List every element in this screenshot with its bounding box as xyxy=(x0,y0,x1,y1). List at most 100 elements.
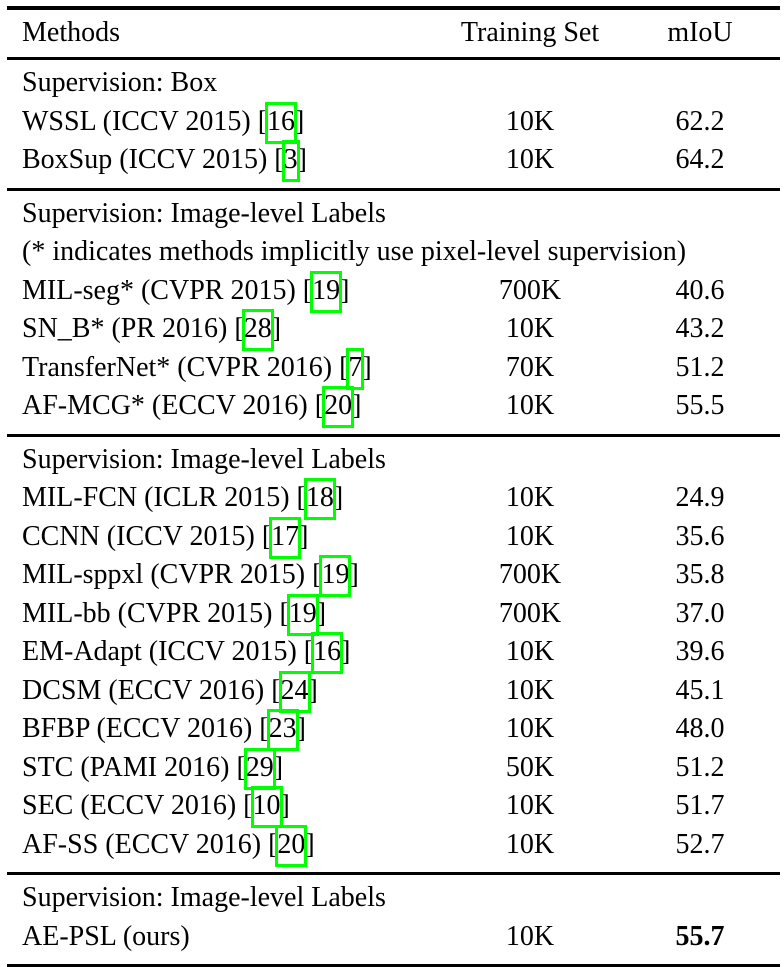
citation-bracket-open: [ xyxy=(302,274,313,306)
method-label: AF-MCG* (ECCV 2016) xyxy=(22,390,308,421)
method-row: STC (PAMI 2016) [29] 50K 51.2 xyxy=(7,749,780,788)
method-row: MIL-bb (CVPR 2015) [19] 700K 37.0 xyxy=(7,595,780,634)
method-row: MIL-FCN (ICLR 2015) [18] 10K 24.9 xyxy=(7,479,780,518)
method-label: WSSL (ICCV 2015) xyxy=(22,105,251,137)
training-set-cell: 10K xyxy=(505,390,555,421)
table-section: Supervision: Box WSSL (ICCV 2015) [16] 10K… xyxy=(7,60,780,188)
miou-cell: 48.0 xyxy=(675,713,725,744)
citation-bracket-close: ] xyxy=(316,597,327,629)
method-label: AE-PSL (ours) xyxy=(22,920,190,952)
miou-cell: 35.6 xyxy=(675,520,725,552)
section-note-row: (* indicates methods implicitly use pixe… xyxy=(22,236,687,267)
citation-link-box[interactable]: 3 xyxy=(283,144,298,175)
method-cell: DCSM (ECCV 2016) [24] xyxy=(7,672,430,711)
citation-bracket-open: [ xyxy=(234,313,244,344)
citation-bracket-open: [ xyxy=(259,713,269,744)
training-set-cell: 10K xyxy=(505,636,555,667)
method-label: EM-Adapt (ICCV 2015) xyxy=(22,636,297,667)
method-cell: MIL-sppxl (CVPR 2015) [19] xyxy=(7,556,430,595)
citation-bracket-open: [ xyxy=(339,351,349,383)
method-label: MIL-sppxl (CVPR 2015) xyxy=(22,559,306,590)
training-set-cell: 10K xyxy=(505,674,555,706)
citation-bracket-close: ] xyxy=(341,636,351,667)
miou-cell: 64.2 xyxy=(675,144,725,175)
header-divider-rule xyxy=(7,57,780,60)
training-set-cell: 10K xyxy=(505,313,555,344)
citation-bracket-open: [ xyxy=(236,751,246,783)
citation-link-box[interactable]: 19 xyxy=(321,559,350,590)
citation-bracket-open: [ xyxy=(271,674,281,706)
section-header-row: Supervision: Image-level Labels xyxy=(22,882,386,913)
column-header-training-set: Training Set xyxy=(460,17,600,49)
method-cell: SEC (ECCV 2016) [10] xyxy=(7,787,430,826)
method-label: TransferNet* (CVPR 2016) xyxy=(22,351,333,383)
citation-bracket-open: [ xyxy=(312,559,322,590)
citation-link-box[interactable]: 10 xyxy=(252,790,281,821)
training-set-cell: 10K xyxy=(505,144,555,175)
citation-link-box[interactable]: 7 xyxy=(348,351,363,383)
training-set-cell: 10K xyxy=(505,828,555,860)
method-row: EM-Adapt (ICCV 2015) [16] 10K 39.6 xyxy=(7,633,780,672)
citation-link-box[interactable]: 19 xyxy=(312,274,341,306)
miou-cell: 35.8 xyxy=(675,559,725,590)
citation-bracket-open: [ xyxy=(261,520,272,552)
method-row: TransferNet* (CVPR 2016) [7] 70K 51.2 xyxy=(7,349,780,388)
miou-cell: 45.1 xyxy=(675,674,725,706)
citation-link-box[interactable]: 20 xyxy=(324,390,353,421)
method-row: BoxSup (ICCV 2015) [3] 10K 64.2 xyxy=(7,141,780,180)
method-row: CCNN (ICCV 2015) [17] 10K 35.6 xyxy=(7,518,780,557)
miou-cell: 51.7 xyxy=(675,790,725,821)
citation-link-box[interactable]: 19 xyxy=(288,597,317,629)
method-row: MIL-sppxl (CVPR 2015) [19] 700K 35.8 xyxy=(7,556,780,595)
citation-link-box[interactable]: 28 xyxy=(243,313,272,344)
training-set-cell: 50K xyxy=(505,751,555,783)
citation-link-box[interactable]: 16 xyxy=(313,636,342,667)
citation-bracket-open: [ xyxy=(296,482,306,513)
training-set-cell: 700K xyxy=(498,597,562,629)
citation-bracket-close: ] xyxy=(308,674,318,706)
method-label: MIL-FCN (ICLR 2015) xyxy=(22,482,290,513)
citation-link-box[interactable]: 20 xyxy=(277,828,306,860)
section-header-row: Supervision: Image-level Labels xyxy=(22,443,386,475)
citation-bracket-close: ] xyxy=(295,105,305,137)
training-set-cell: 700K xyxy=(498,274,562,306)
section-divider-rule xyxy=(7,433,780,437)
method-row: WSSL (ICCV 2015) [16] 10K 62.2 xyxy=(7,103,780,142)
citation-bracket-open: [ xyxy=(303,636,314,667)
training-set-cell: 10K xyxy=(505,520,555,552)
miou-cell: 62.2 xyxy=(675,105,725,137)
citation-link-box[interactable]: 24 xyxy=(280,674,309,706)
method-cell: SN_B* (PR 2016) [28] xyxy=(7,310,430,349)
miou-cell: 24.9 xyxy=(675,482,725,513)
method-cell: MIL-seg* (CVPR 2015) [19] xyxy=(7,272,430,311)
citation-bracket-close: ] xyxy=(296,713,306,744)
training-set-cell: 10K xyxy=(505,920,555,952)
method-label: STC (PAMI 2016) xyxy=(22,751,230,783)
citation-bracket-open: [ xyxy=(268,828,278,860)
citation-bracket-open: [ xyxy=(279,597,289,629)
section-divider-rule xyxy=(7,872,780,875)
method-cell: BFBP (ECCV 2016) [23] xyxy=(7,710,430,749)
citation-bracket-close: ] xyxy=(299,520,309,552)
citation-link-box[interactable]: 16 xyxy=(267,105,296,137)
table-section: Supervision: Image-level Labels MIL-FCN (… xyxy=(7,437,780,873)
citation-bracket-open: [ xyxy=(274,144,284,175)
citation-link-box[interactable]: 23 xyxy=(268,713,297,744)
citation-link-box[interactable]: 17 xyxy=(271,520,300,552)
method-cell: TransferNet* (CVPR 2016) [7] xyxy=(7,349,430,388)
citation-bracket-open: [ xyxy=(243,790,253,821)
citation-bracket-close: ] xyxy=(305,828,315,860)
method-cell: EM-Adapt (ICCV 2015) [16] xyxy=(7,633,430,672)
method-cell: AF-SS (ECCV 2016) [20] xyxy=(7,826,430,865)
miou-cell: 40.6 xyxy=(675,274,725,306)
citation-link-box[interactable]: 18 xyxy=(305,482,334,513)
citation-link-box[interactable]: 29 xyxy=(245,751,274,783)
training-set-cell: 10K xyxy=(505,105,555,137)
citation-bracket-close: ] xyxy=(297,144,307,175)
table-header-row: Methods Training Set mIoU xyxy=(7,10,780,57)
citation-bracket-close: ] xyxy=(273,751,284,783)
citation-bracket-close: ] xyxy=(362,351,372,383)
method-cell: STC (PAMI 2016) [29] xyxy=(7,749,430,788)
table-section: Supervision: Image-level Labels AE-PSL (o… xyxy=(7,875,780,964)
method-label: BoxSup (ICCV 2015) xyxy=(22,144,268,175)
